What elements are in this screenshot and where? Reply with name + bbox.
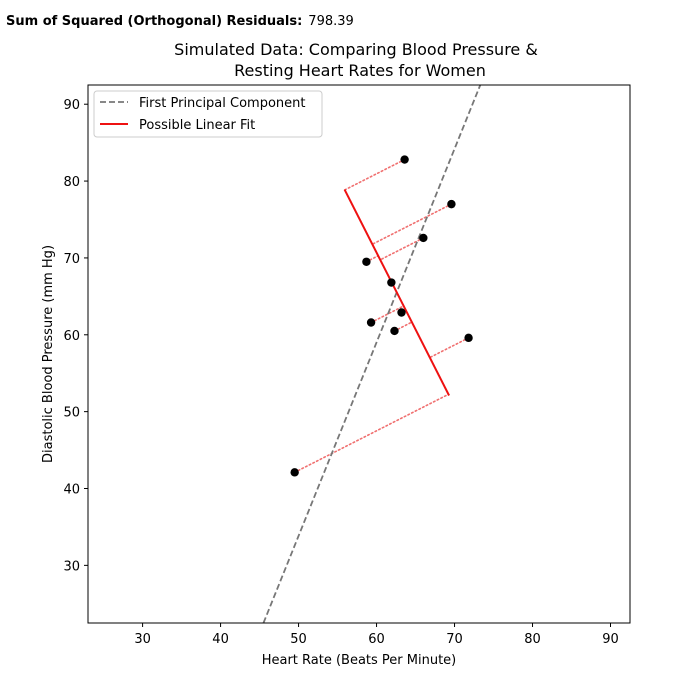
y-tick-label-50: 50 [63,406,80,421]
y-tick-label-40: 40 [63,483,80,498]
x-tick-label-50: 50 [290,632,307,647]
y-axis-ticks: 30 40 50 60 70 80 90 [63,98,88,574]
legend-frame [93,90,323,138]
residual-line-10 [293,393,450,474]
plot-area [262,85,482,623]
data-point-10 [290,468,299,477]
residuals-value: 798.39 [308,14,354,29]
x-tick-label-30: 30 [134,632,151,647]
residual-line-7 [370,305,405,324]
y-axis-label: Diastolic Blood Pressure (mm Hg) [41,245,56,463]
x-tick-label-90: 90 [602,632,619,647]
x-tick-label-80: 80 [524,632,541,647]
x-tick-label-40: 40 [212,632,229,647]
principal-component-line [262,85,482,623]
residuals-label: Sum of Squared (Orthogonal) Residuals: [6,14,303,29]
y-tick-label-80: 80 [63,175,80,190]
residual-line-9 [429,337,470,359]
data-point-6 [397,308,406,317]
x-axis-ticks: 30 40 50 60 70 80 90 [134,623,619,647]
residual-line-1 [343,158,406,191]
data-point-5 [387,278,396,287]
residual-line-2 [371,203,453,246]
y-tick-label-90: 90 [63,98,80,113]
chart-title-line-2: Resting Heart Rates for Women [234,61,486,80]
legend-label-pc: First Principal Component [139,96,306,111]
data-point-1 [400,155,409,164]
data-point-8 [390,326,399,336]
x-tick-label-70: 70 [446,632,463,647]
residual-line-8 [393,321,413,332]
data-point-7 [366,318,376,327]
residual-line-3 [379,237,425,261]
series-lines [262,85,482,623]
plot-frame [87,84,631,624]
y-tick-label-60: 60 [63,329,80,344]
legend-label-fit: Possible Linear Fit [139,118,255,133]
data-point-2 [447,199,456,209]
data-point-9 [464,333,473,343]
legend: First Principal Component Possible Linea… [93,90,323,138]
x-tick-label-60: 60 [368,632,385,647]
chart-title-line-1: Simulated Data: Comparing Blood Pressure… [174,40,538,59]
y-tick-label-30: 30 [63,559,80,574]
linear-fit-line [343,189,450,396]
data-points [290,155,473,477]
residual-lines [293,158,470,474]
y-tick-label-70: 70 [63,252,80,267]
x-axis-label: Heart Rate (Beats Per Minute) [262,653,457,668]
data-point-4 [362,257,371,266]
residuals-readout: Sum of Squared (Orthogonal) Residuals: 79… [6,13,354,31]
data-point-3 [419,233,428,243]
